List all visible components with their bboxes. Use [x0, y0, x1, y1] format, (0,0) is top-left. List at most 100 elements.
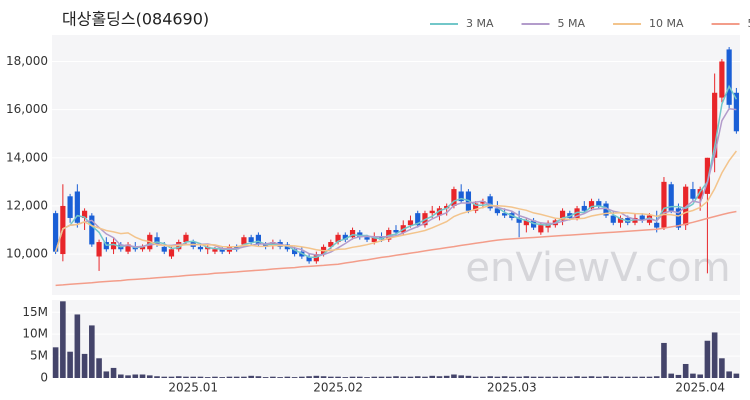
candle-body: [675, 208, 682, 228]
volume-bar: [668, 373, 674, 378]
volume-bar: [697, 374, 703, 378]
x-tick-label: 2025.01: [168, 381, 218, 395]
volume-bar: [262, 377, 269, 378]
candle-body: [67, 196, 73, 218]
candle-body: [96, 242, 102, 257]
candle-body: [53, 213, 59, 252]
volume-bar: [422, 376, 428, 378]
candle-body: [125, 244, 131, 252]
volume-bar: [306, 376, 312, 378]
volume-bar: [487, 376, 493, 378]
legend-label: 3 MA: [466, 17, 494, 30]
candle-body: [161, 246, 167, 252]
candle-body: [241, 237, 247, 245]
y-tick-label: 10,000: [6, 247, 48, 261]
volume-bar: [509, 376, 515, 378]
candle-body: [436, 208, 443, 216]
volume-bar: [624, 376, 631, 378]
volume-bar: [610, 376, 617, 378]
volume-bar: [574, 376, 580, 378]
volume-bar: [190, 376, 197, 378]
candle-body: [81, 210, 88, 218]
candle-body: [502, 213, 508, 216]
candle-body: [328, 242, 334, 247]
volume-bar: [385, 376, 392, 378]
volume-bar: [364, 377, 370, 378]
volume-bar: [183, 376, 189, 378]
candle-body: [668, 184, 674, 211]
volume-bar: [349, 376, 356, 378]
candle-body: [212, 249, 218, 252]
volume-bar: [241, 376, 247, 378]
volume-bar: [161, 376, 168, 378]
volume-bar: [132, 374, 139, 378]
x-tick-label: 2025.02: [313, 381, 363, 395]
candle-body: [538, 225, 544, 233]
volume-bar: [226, 376, 233, 378]
candle-body: [74, 191, 80, 223]
volume-bar: [465, 375, 472, 378]
candle-body: [458, 191, 464, 202]
chart-title: 대상홀딩스(084690): [62, 10, 209, 29]
volume-bar: [516, 376, 522, 378]
volume-bar: [719, 358, 725, 378]
volume-bar: [443, 375, 450, 378]
volume-bar: [545, 376, 551, 378]
candle-body: [407, 220, 414, 226]
volume-bar: [67, 351, 73, 378]
candle-body: [719, 61, 725, 98]
volume-bar: [675, 374, 682, 378]
volume-bar: [501, 376, 508, 378]
volume-bar: [559, 376, 566, 378]
candle-body: [183, 234, 189, 243]
candle-body: [292, 249, 298, 255]
volume-bar: [328, 376, 334, 378]
candle-body: [306, 256, 312, 262]
volume-bar: [110, 367, 117, 378]
volume-bar: [711, 332, 718, 378]
y-tick-label: 5M: [30, 349, 48, 363]
volume-bar: [139, 374, 146, 378]
volume-bar: [458, 375, 464, 378]
candle-body: [110, 242, 117, 250]
candle-body: [690, 189, 696, 199]
volume-bar: [168, 376, 175, 378]
ma-line: [55, 210, 737, 287]
ma-line: [54, 150, 737, 252]
volume-bar: [595, 376, 602, 378]
volume-bar: [726, 371, 732, 378]
candle-body: [712, 92, 718, 158]
volume-bar: [538, 376, 544, 378]
volume-bar: [661, 342, 667, 378]
y-tick-label: 16,000: [6, 102, 48, 116]
candle-body: [451, 189, 457, 206]
volume-bar: [733, 373, 740, 378]
volume-bar: [407, 376, 414, 378]
volume-bar: [125, 375, 131, 378]
volume-bar: [52, 347, 59, 378]
volume-panel: [52, 300, 740, 378]
volume-bar: [277, 377, 283, 378]
candle-body: [480, 201, 486, 204]
volume-bar: [414, 376, 421, 378]
candle-body: [197, 246, 204, 250]
volume-bar: [284, 376, 291, 378]
volume-bar: [552, 376, 559, 378]
x-tick-label: 2025.03: [487, 381, 537, 395]
candle-body: [632, 217, 638, 223]
candle-body: [248, 237, 254, 243]
volume-bar: [146, 375, 153, 378]
volume-bar: [646, 376, 653, 378]
volume-bar: [704, 340, 711, 378]
candle-body: [487, 196, 493, 209]
candle-body: [603, 203, 609, 216]
volume-bar: [219, 377, 225, 378]
legend-label: 5 MA: [558, 17, 586, 30]
candle-body: [617, 217, 624, 223]
volume-bar: [233, 376, 240, 378]
volume-bar: [175, 376, 182, 378]
volume-bar: [96, 358, 102, 378]
volume-bar: [154, 376, 160, 378]
volume-bar: [81, 353, 88, 378]
